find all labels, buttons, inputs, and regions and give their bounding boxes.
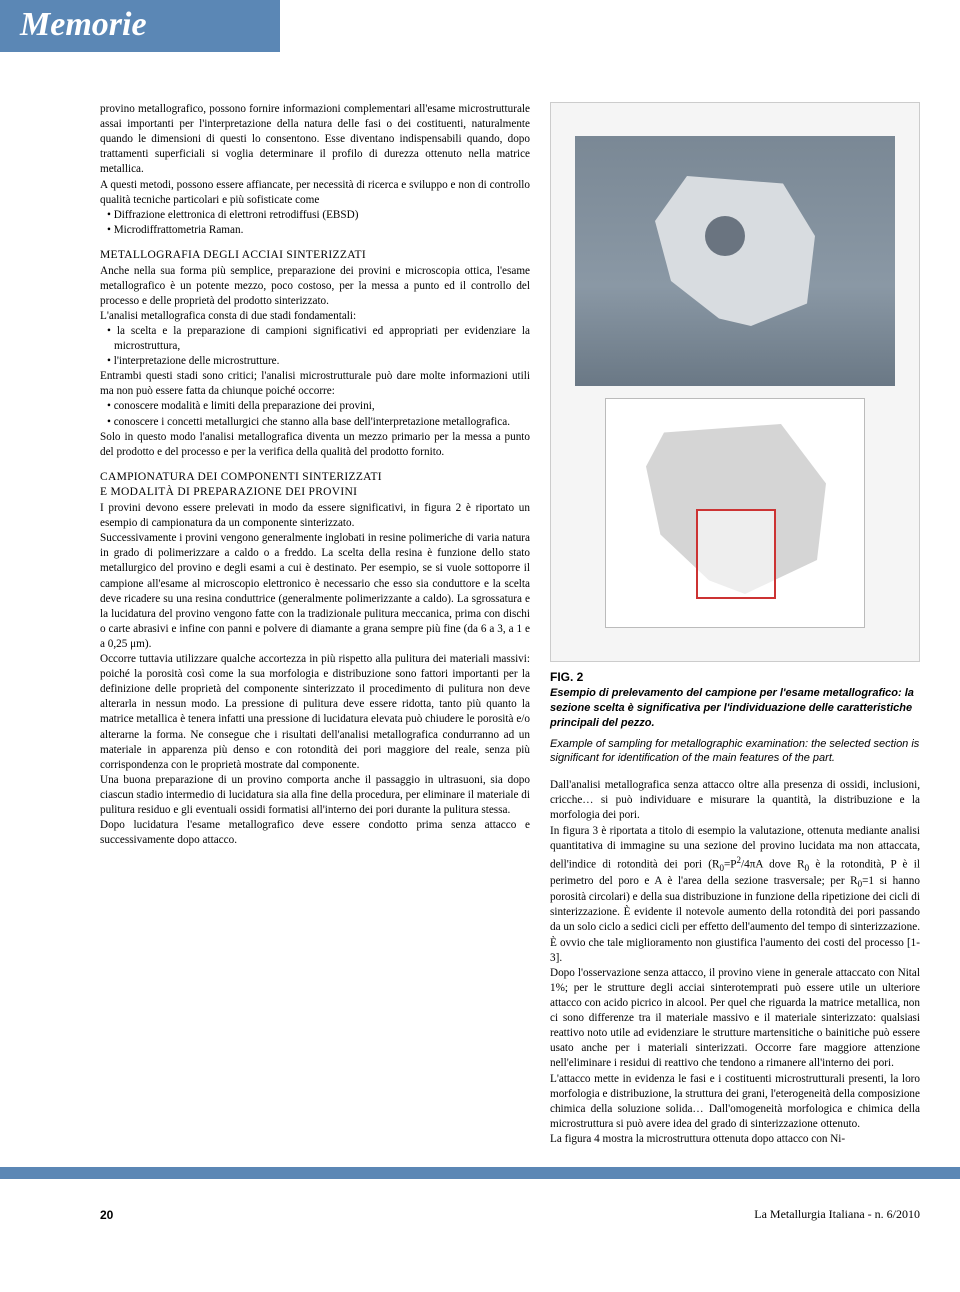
figure-2 bbox=[550, 102, 920, 662]
paragraph: Occorre tuttavia utilizzare qualche acco… bbox=[100, 652, 530, 773]
sample-region-box bbox=[696, 509, 776, 599]
paragraph: Entrambi questi stadi sono critici; l'an… bbox=[100, 369, 530, 399]
text-run: =1 si hanno porosità circolari) e della … bbox=[550, 875, 920, 964]
paragraph: Dopo l'osservazione senza attacco, il pr… bbox=[550, 966, 920, 1072]
column-layout: provino metallografico, possono fornire … bbox=[100, 102, 920, 1147]
figure-caption-english: Example of sampling for metallographic e… bbox=[550, 737, 920, 767]
paragraph: L'analisi metallografica consta di due s… bbox=[100, 309, 530, 324]
page-footer: 20 La Metallurgia Italiana - n. 6/2010 bbox=[100, 1203, 920, 1222]
left-column: provino metallografico, possono fornire … bbox=[100, 102, 530, 1147]
section-heading: CAMPIONATURA DEI COMPONENTI SINTERIZZATI bbox=[100, 470, 530, 486]
list-item: Diffrazione elettronica di elettroni ret… bbox=[107, 208, 530, 223]
page-number: 20 bbox=[100, 1208, 113, 1222]
list-item: conoscere i concetti metallurgici che st… bbox=[107, 415, 530, 430]
figure-caption-primary: Esempio di prelevamento del campione per… bbox=[550, 686, 920, 731]
right-text-block: Dall'analisi metallografica senza attacc… bbox=[550, 778, 920, 1147]
bullet-list: la scelta e la preparazione di campioni … bbox=[100, 324, 530, 369]
list-item: l'interpretazione delle microstrutture. bbox=[107, 354, 530, 369]
section-header: Memorie bbox=[0, 0, 280, 52]
bullet-list: Diffrazione elettronica di elettroni ret… bbox=[100, 208, 530, 238]
figure-photo bbox=[575, 136, 895, 386]
paragraph: provino metallografico, possono fornire … bbox=[100, 102, 530, 178]
paragraph: La figura 4 mostra la microstruttura ott… bbox=[550, 1132, 920, 1147]
paragraph: L'attacco mette in evidenza le fasi e i … bbox=[550, 1072, 920, 1132]
paragraph: Anche nella sua forma più semplice, prep… bbox=[100, 264, 530, 309]
paragraph: In figura 3 è riportata a titolo di esem… bbox=[550, 824, 920, 966]
text-run: =P bbox=[724, 859, 737, 871]
page-content: provino metallografico, possono fornire … bbox=[0, 52, 960, 1242]
section-heading: E MODALITÀ DI PREPARAZIONE DEI PROVINI bbox=[100, 485, 530, 501]
paragraph: Una buona preparazione di un provino com… bbox=[100, 773, 530, 818]
section-heading: METALLOGRAFIA DEGLI ACCIAI SINTERIZZATI bbox=[100, 248, 530, 264]
paragraph: Solo in questo modo l'analisi metallogra… bbox=[100, 430, 530, 460]
figure-label: FIG. 2 bbox=[550, 670, 920, 684]
journal-reference: La Metallurgia Italiana - n. 6/2010 bbox=[754, 1207, 920, 1222]
figure-schematic bbox=[605, 398, 865, 628]
paragraph: Dopo lucidatura l'esame metallografico d… bbox=[100, 818, 530, 848]
list-item: la scelta e la preparazione di campioni … bbox=[107, 324, 530, 354]
part-hole bbox=[705, 216, 745, 256]
text-run: /4πA dove R bbox=[741, 859, 805, 871]
right-column: FIG. 2 Esempio di prelevamento del campi… bbox=[550, 102, 920, 1147]
paragraph: Successivamente i provini vengono genera… bbox=[100, 531, 530, 652]
section-title: Memorie bbox=[20, 6, 147, 43]
paragraph: Dall'analisi metallografica senza attacc… bbox=[550, 778, 920, 823]
list-item: Microdiffrattometria Raman. bbox=[107, 223, 530, 238]
bullet-list: conoscere modalità e limiti della prepar… bbox=[100, 399, 530, 429]
paragraph: A questi metodi, possono essere affianca… bbox=[100, 178, 530, 208]
list-item: conoscere modalità e limiti della prepar… bbox=[107, 399, 530, 414]
paragraph: I provini devono essere prelevati in mod… bbox=[100, 501, 530, 531]
footer-bar bbox=[0, 1167, 960, 1179]
